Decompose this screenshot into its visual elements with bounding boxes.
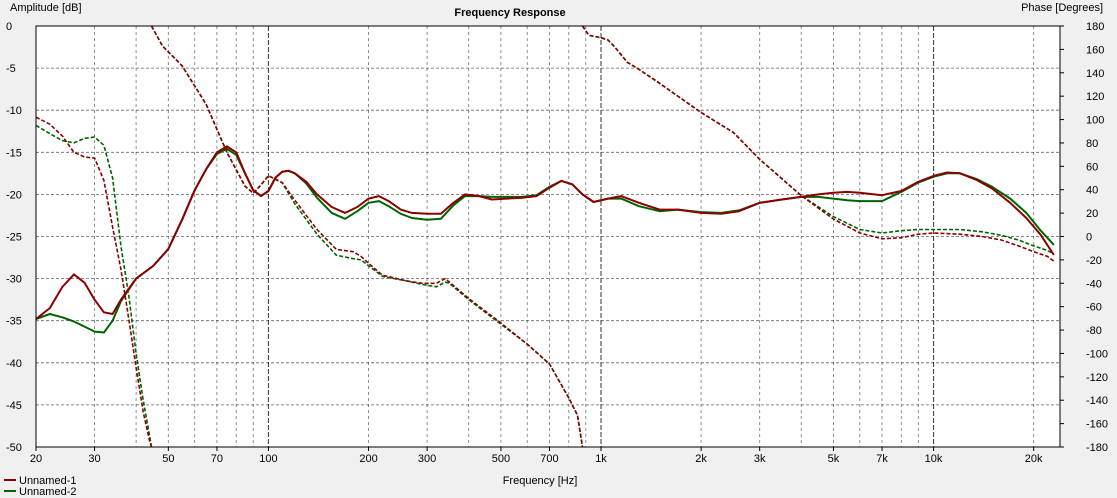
x-tick-label: 7k [876,453,888,465]
y-right-tick-label: 20 [1086,208,1098,220]
y-left-tick-label: -30 [6,274,22,286]
x-tick-label: 30 [88,453,100,465]
y-right-tick-label: -20 [1086,255,1102,267]
legend: Unnamed-1 Unnamed-2 [4,475,76,498]
x-tick-label: 5k [828,453,840,465]
y-left-tick-label: -45 [6,400,22,412]
y-left-tick-label: -15 [6,147,22,159]
y-right-tick-label: -80 [1086,325,1102,337]
x-tick-label: 20 [30,453,42,465]
x-tick-label: 10k [925,453,943,465]
y-axis-right-label: Phase [Degrees] [1021,2,1103,14]
phase-line-unnamed-1 [35,25,1055,448]
axes-layer: 20 30 50 70 100 200 300 500 700 1k 2k 3k 5k 7k 10k 20k0… [6,21,1108,465]
x-tick-label: 300 [418,453,436,465]
y-right-tick-label: -100 [1086,348,1108,360]
y-right-tick-label: 160 [1086,44,1104,56]
legend-label-unnamed-2: Unnamed-2 [19,486,76,498]
y-right-tick-label: -120 [1086,372,1108,384]
amplitude-line-unnamed-1 [35,145,1055,320]
x-tick-label: 700 [540,453,558,465]
y-right-tick-label: 180 [1086,21,1104,33]
y-left-tick-label: -50 [6,442,22,454]
y-left-tick-label: -20 [6,189,22,201]
y-right-tick-label: 0 [1086,232,1092,244]
y-left-tick-label: -40 [6,358,22,370]
x-tick-label: 200 [359,453,377,465]
x-axis-label: Frequency [Hz] [503,475,578,487]
y-left-tick-label: -10 [6,105,22,117]
y-right-tick-label: -180 [1086,442,1108,454]
x-tick-label: 100 [259,453,277,465]
y-right-tick-label: -40 [1086,278,1102,290]
y-left-tick-label: -25 [6,232,22,244]
chart-title: Frequency Response [454,7,565,19]
y-right-tick-label: 140 [1086,68,1104,80]
x-tick-label: 20k [1025,453,1043,465]
x-tick-label: 50 [162,453,174,465]
x-tick-label: 1k [595,453,607,465]
y-right-tick-label: 40 [1086,185,1098,197]
y-right-tick-label: -140 [1086,395,1108,407]
y-right-tick-label: 100 [1086,115,1104,127]
y-right-tick-label: 80 [1086,138,1098,150]
y-axis-left-label: Amplitude [dB] [10,2,82,14]
series-layer [35,25,1055,448]
x-tick-label: 500 [492,453,510,465]
y-left-tick-label: 0 [6,21,12,33]
x-tick-label: 2k [695,453,707,465]
legend-label-unnamed-1: Unnamed-1 [19,475,76,487]
y-right-tick-label: -60 [1086,302,1102,314]
grid-lines [36,26,1060,447]
x-tick-label: 70 [211,453,223,465]
y-right-tick-label: 60 [1086,161,1098,173]
y-left-tick-label: -5 [6,63,16,75]
y-right-tick-label: -160 [1086,419,1108,431]
x-tick-label: 3k [754,453,766,465]
y-right-tick-label: 120 [1086,91,1104,103]
y-left-tick-label: -35 [6,316,22,328]
